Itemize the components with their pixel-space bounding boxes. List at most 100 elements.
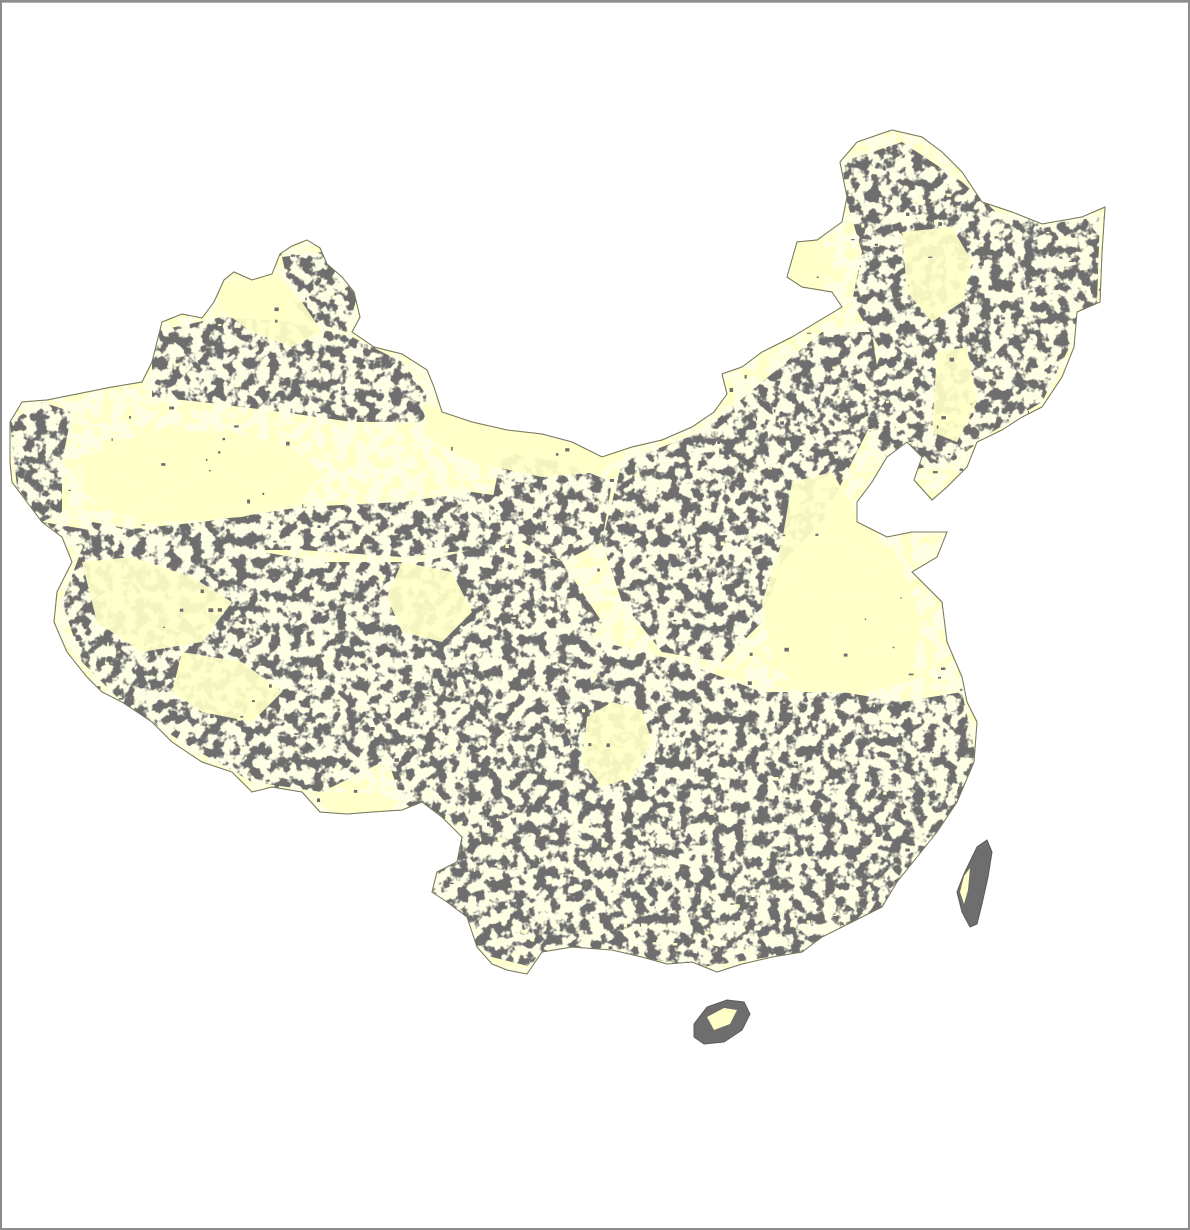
raster-speckle <box>303 146 307 148</box>
raster-speckle <box>449 748 454 753</box>
raster-speckle <box>259 445 261 448</box>
raster-speckle <box>209 470 211 472</box>
raster-speckle <box>719 377 722 380</box>
raster-speckle <box>231 942 235 945</box>
raster-speckle <box>83 187 85 189</box>
raster-speckle <box>261 918 263 921</box>
raster-speckle <box>982 500 987 503</box>
raster-speckle <box>420 478 425 481</box>
raster-speckle <box>68 489 71 491</box>
raster-speckle <box>452 853 455 857</box>
raster-speckle <box>798 724 802 728</box>
raster-speckle <box>25 524 29 526</box>
raster-speckle <box>487 294 493 297</box>
raster-speckle <box>562 705 566 707</box>
raster-speckle <box>1084 547 1088 550</box>
raster-speckle <box>30 731 35 736</box>
raster-speckle <box>997 625 1002 628</box>
raster-speckle <box>868 603 870 606</box>
raster-speckle <box>299 943 303 948</box>
raster-speckle <box>693 300 698 301</box>
raster-speckle <box>404 180 410 182</box>
raster-speckle <box>169 406 175 410</box>
raster-speckle <box>71 788 74 791</box>
raster-speckle <box>703 135 707 137</box>
raster-speckle <box>213 229 217 233</box>
raster-speckle <box>237 717 242 721</box>
raster-speckle <box>886 256 889 259</box>
raster-speckle <box>183 857 188 859</box>
raster-speckle <box>975 183 980 187</box>
raster-speckle <box>886 329 892 333</box>
raster-speckle <box>933 336 937 338</box>
raster-speckle <box>528 351 531 355</box>
raster-speckle <box>555 520 558 524</box>
raster-speckle <box>241 278 243 281</box>
raster-speckle <box>209 151 211 155</box>
raster-speckle <box>74 267 80 270</box>
raster-speckle <box>138 209 141 213</box>
raster-speckle <box>1031 795 1037 798</box>
raster-speckle <box>77 310 80 314</box>
raster-speckle <box>975 971 981 974</box>
raster-speckle <box>806 792 809 796</box>
raster-speckle <box>294 733 299 735</box>
raster-speckle <box>1046 183 1050 185</box>
raster-speckle <box>517 420 522 424</box>
raster-speckle <box>805 838 808 842</box>
raster-speckle <box>370 727 375 731</box>
raster-speckle <box>205 458 208 461</box>
raster-speckle <box>131 852 136 856</box>
raster-speckle <box>663 235 669 239</box>
raster-speckle <box>411 595 415 599</box>
raster-speckle <box>346 320 349 324</box>
raster-speckle <box>586 687 589 691</box>
raster-speckle <box>477 206 481 209</box>
raster-speckle <box>262 492 265 495</box>
raster-speckle <box>1098 299 1101 304</box>
raster-speckle <box>450 311 454 316</box>
raster-speckle <box>737 848 740 851</box>
raster-speckle <box>886 400 889 404</box>
raster-speckle <box>364 200 369 203</box>
raster-speckle <box>84 854 87 856</box>
light-zone-12 <box>787 240 832 287</box>
raster-speckle <box>550 700 554 703</box>
raster-speckle <box>427 359 433 364</box>
raster-speckle <box>235 849 238 852</box>
raster-speckle <box>750 897 756 899</box>
raster-speckle <box>1068 348 1074 350</box>
raster-speckle <box>471 624 473 628</box>
raster-speckle <box>1005 656 1010 659</box>
raster-speckle <box>140 573 144 575</box>
raster-speckle <box>921 463 926 465</box>
raster-speckle <box>1076 797 1081 802</box>
raster-speckle <box>697 167 699 169</box>
raster-speckle <box>1060 251 1064 253</box>
raster-speckle <box>144 866 147 869</box>
raster-speckle <box>861 223 865 228</box>
raster-speckle <box>907 430 909 434</box>
raster-speckle <box>496 941 500 944</box>
raster-speckle <box>248 949 251 953</box>
raster-speckle <box>844 632 846 636</box>
raster-speckle <box>317 798 321 803</box>
raster-speckle <box>326 161 330 165</box>
raster-speckle <box>906 212 910 216</box>
raster-speckle <box>181 781 187 785</box>
raster-speckle <box>640 714 642 718</box>
raster-speckle <box>773 409 776 413</box>
raster-speckle <box>1056 825 1059 829</box>
raster-speckle <box>608 397 612 401</box>
raster-speckle <box>288 703 291 705</box>
raster-speckle <box>356 542 360 547</box>
raster-speckle <box>574 729 577 733</box>
raster-speckle <box>604 570 606 574</box>
raster-speckle <box>354 955 359 958</box>
light-zone-3 <box>422 402 632 477</box>
raster-speckle <box>483 935 488 939</box>
raster-speckle <box>1070 755 1073 760</box>
raster-speckle <box>639 923 641 927</box>
raster-speckle <box>38 376 41 378</box>
